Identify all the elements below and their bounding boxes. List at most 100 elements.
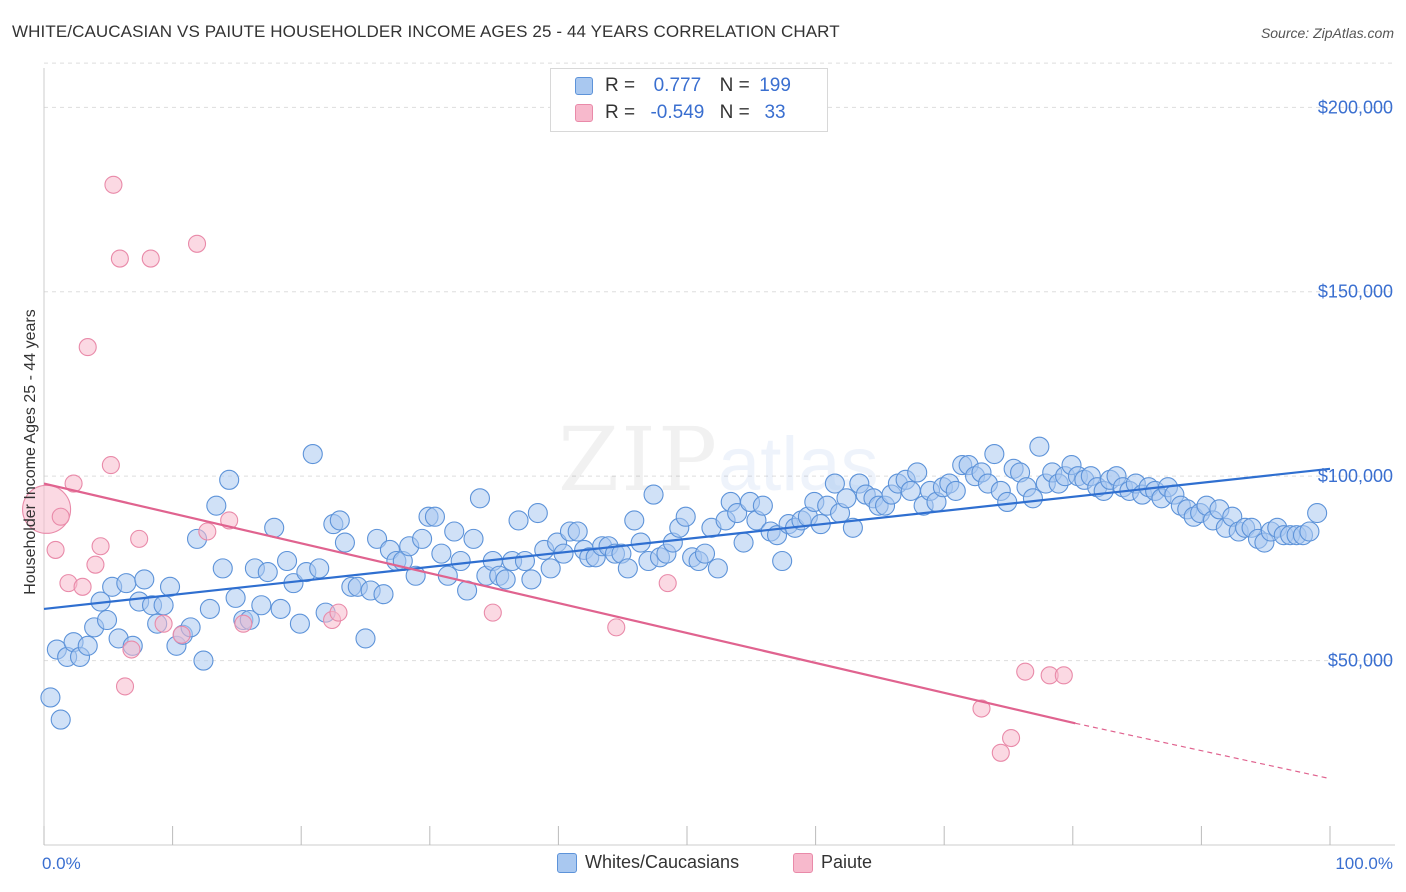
whites-point — [50, 709, 71, 730]
whites-point — [521, 569, 542, 590]
legend-n-value: 33 — [764, 102, 786, 123]
paiute-point — [329, 603, 348, 622]
x-tick-label-max: 100.0% — [1335, 854, 1393, 873]
paiute-point — [154, 614, 173, 633]
whites-point — [643, 484, 664, 505]
whites-point — [257, 562, 278, 583]
whites-point — [907, 462, 928, 483]
whites-point — [900, 480, 921, 501]
whites-point — [199, 598, 220, 619]
whites-point — [431, 543, 452, 564]
whites-point — [251, 595, 272, 616]
whites-point — [945, 480, 966, 501]
correlation-legend: R = 0.777 N = 199 R = -0.549 N = 33 — [550, 68, 828, 132]
legend-r-label: R = — [605, 102, 636, 123]
bottom-legend-swatch-paiute — [793, 853, 813, 874]
legend-swatch-whites — [575, 76, 593, 95]
whites-point — [212, 558, 233, 579]
whites-point — [514, 550, 536, 572]
paiute-trend-line — [43, 482, 1076, 725]
whites-point — [617, 558, 638, 579]
paiute-point — [86, 555, 105, 574]
paiute-point — [234, 614, 253, 633]
whites-point — [355, 628, 376, 649]
series-paiute-points — [22, 175, 1073, 762]
whites-point — [527, 502, 548, 524]
paiute-point — [1002, 728, 1021, 748]
whites-point — [463, 528, 484, 549]
whites-point — [707, 558, 728, 579]
whites-point — [277, 550, 298, 572]
whites-point — [984, 443, 1005, 465]
paiute-point — [122, 640, 141, 659]
y-tick-label: $50,000 — [1328, 651, 1393, 671]
whites-point — [444, 521, 465, 542]
whites-point — [412, 528, 433, 549]
watermark-zip: ZIP — [558, 408, 719, 511]
whites-point — [836, 488, 857, 509]
paiute-point — [658, 574, 677, 593]
whites-point — [334, 532, 355, 553]
whites-point — [373, 584, 394, 605]
axis-labels: $50,000 $100,000 $150,000 $200,000 0.0% 100.0… — [22, 97, 1393, 873]
legend-r-value: -0.549 — [650, 102, 705, 123]
bottom-legend-paiute: Paiute — [793, 852, 873, 874]
whites-point — [367, 528, 388, 549]
source-attribution: Source: ZipAtlas.com — [1260, 25, 1394, 41]
whites-point — [694, 543, 716, 564]
paiute-point — [91, 537, 110, 556]
whites-point — [424, 506, 445, 527]
whites-point — [1029, 436, 1050, 457]
whites-point — [309, 558, 330, 579]
bottom-legend-whites: Whites/Caucasians — [557, 852, 740, 874]
whites-point — [40, 687, 61, 708]
whites-point — [733, 532, 754, 553]
whites-point — [772, 550, 793, 572]
legend-swatch-paiute — [575, 103, 593, 122]
legend-n-label: N = — [719, 102, 750, 123]
whites-point — [495, 569, 516, 590]
whites-point — [997, 491, 1018, 513]
bottom-legend-label-paiute: Paiute — [821, 852, 873, 872]
paiute-trend-extension — [1075, 722, 1331, 780]
paiute-point — [1054, 666, 1073, 685]
bottom-legend-label-whites: Whites/Caucasians — [585, 852, 740, 872]
whites-point — [289, 613, 310, 634]
paiute-point — [130, 529, 149, 548]
paiute-point — [141, 249, 160, 268]
whites-point — [302, 443, 323, 465]
whites-point — [219, 469, 240, 490]
whites-trend-line — [43, 467, 1331, 611]
chart-title: WHITE/CAUCASIAN VS PAIUTE HOUSEHOLDER IN… — [12, 22, 840, 41]
y-tick-label: $100,000 — [1318, 466, 1393, 486]
paiute-point — [73, 577, 92, 596]
whites-point — [225, 587, 246, 608]
bottom-legend-swatch-whites — [557, 853, 577, 874]
paiute-point — [1016, 662, 1035, 681]
paiute-point — [115, 677, 135, 696]
paiute-point — [172, 625, 191, 644]
whites-point — [1299, 521, 1320, 542]
paiute-point — [110, 249, 129, 268]
whites-point — [727, 502, 748, 524]
legend-r-value: 0.777 — [653, 75, 702, 96]
paiute-point — [972, 699, 991, 718]
whites-point — [675, 506, 696, 527]
whites-point — [96, 609, 118, 631]
paiute-point — [104, 175, 123, 194]
whites-point — [134, 569, 155, 590]
y-tick-label: $200,000 — [1318, 97, 1393, 117]
y-axis-title: Householder Income Ages 25 - 44 years — [22, 309, 39, 595]
series-whites-points — [40, 436, 1328, 730]
whites-point — [752, 495, 773, 516]
legend-n-label: N = — [719, 75, 750, 96]
paiute-point — [64, 474, 83, 493]
whites-point — [450, 550, 471, 572]
whites-point — [153, 595, 174, 616]
watermark: ZIP atlas — [558, 408, 879, 511]
paiute-point — [187, 234, 207, 253]
paiute-point — [101, 456, 120, 475]
legend-n-value: 199 — [759, 75, 791, 96]
paiute-point — [991, 743, 1010, 762]
